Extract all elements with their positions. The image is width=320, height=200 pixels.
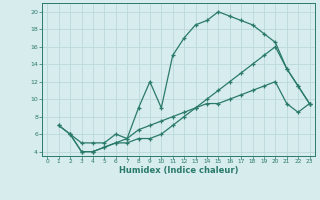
X-axis label: Humidex (Indice chaleur): Humidex (Indice chaleur): [119, 166, 238, 175]
